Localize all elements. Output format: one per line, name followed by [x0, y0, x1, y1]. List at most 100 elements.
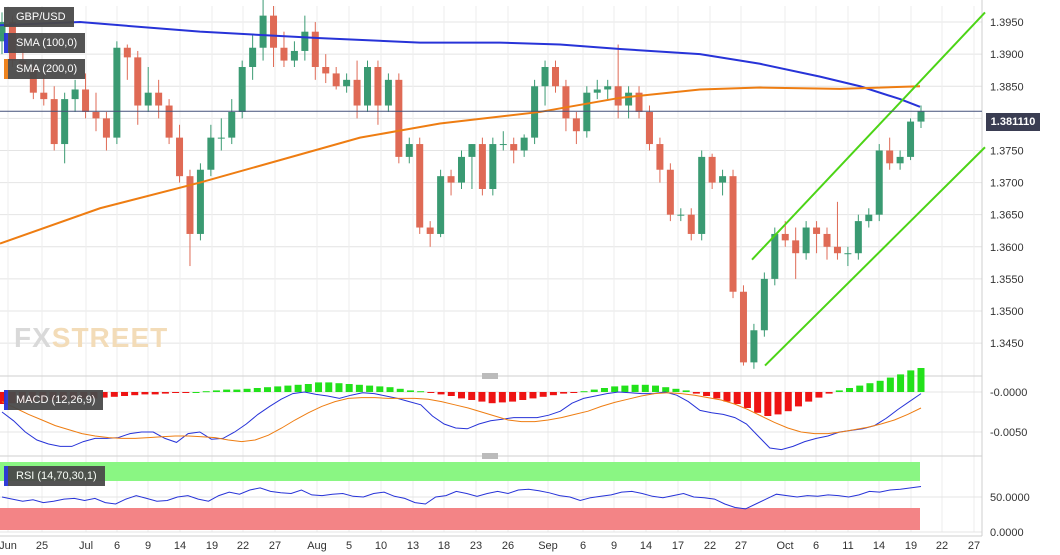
macd-histogram-bar: [376, 386, 384, 392]
macd-histogram-bar: [549, 392, 557, 396]
time-tick-label: 14: [640, 540, 652, 552]
fxstreet-logo: FXSTREET: [14, 322, 168, 354]
macd-histogram-bar: [876, 380, 884, 392]
macd-histogram-bar: [621, 385, 629, 392]
logo-prefix: FX: [14, 322, 52, 353]
time-tick-label: 26: [502, 540, 514, 552]
candle-body: [301, 31, 309, 51]
candle-body: [656, 144, 664, 170]
candle-body: [635, 92, 643, 112]
candle-body: [395, 79, 403, 157]
legend-rsi[interactable]: RSI (14,70,30,1): [4, 466, 105, 486]
legend-sma100[interactable]: SMA (100,0): [4, 33, 86, 53]
time-tick-label: 10: [375, 540, 387, 552]
time-tick-label: 9: [611, 540, 617, 552]
price-tick-label: 1.3650: [990, 210, 1024, 222]
macd-histogram-bar: [315, 382, 323, 392]
candle-body: [645, 111, 653, 145]
macd-histogram-bar: [488, 392, 496, 404]
macd-histogram-bar: [325, 382, 333, 392]
candle-body: [677, 214, 685, 216]
time-tick-label: 17: [672, 540, 684, 552]
macd-histogram-bar: [110, 392, 118, 397]
candle-body: [447, 176, 455, 183]
macd-histogram-bar: [243, 388, 251, 392]
macd-histogram-bar: [805, 392, 813, 402]
candle-body: [437, 176, 445, 234]
candle-body: [364, 67, 372, 106]
candle-body: [907, 121, 915, 157]
candle-body: [405, 144, 413, 157]
macd-histogram-bar: [366, 385, 374, 392]
macd-histogram-bar: [233, 389, 241, 392]
candle-body: [280, 47, 288, 61]
macd-histogram-bar: [733, 392, 741, 404]
candle-body: [813, 227, 821, 234]
candle-body: [625, 92, 633, 106]
macd-histogram-bar: [304, 384, 312, 392]
candle-body: [854, 221, 862, 254]
macd-histogram-bar: [631, 384, 639, 392]
candle-body: [134, 57, 142, 106]
price-tick-label: 1.3450: [990, 338, 1024, 350]
macd-histogram-bar: [600, 388, 608, 392]
candle-body: [719, 176, 727, 183]
candle-body: [875, 150, 883, 215]
logo-suffix: STREET: [51, 322, 169, 353]
legend-instrument[interactable]: GBP/USD: [4, 7, 74, 27]
candle-body: [61, 99, 69, 145]
candle-body: [50, 99, 58, 145]
time-tick-label: 5: [346, 540, 352, 552]
candle-body: [176, 137, 184, 177]
rsi-tick-label: 0.0000: [990, 527, 1024, 539]
rsi-panel: 50.0000 0.0000: [0, 462, 1030, 539]
macd-histogram-bar: [161, 392, 169, 394]
time-tick-label: 13: [407, 540, 419, 552]
time-tick-label: 27: [269, 540, 281, 552]
time-tick-label: 22: [936, 540, 948, 552]
time-tick-label: 22: [237, 540, 249, 552]
channel-lower-line: [764, 146, 986, 367]
candle-body: [92, 111, 100, 119]
macd-histogram-bar: [131, 392, 139, 396]
candle-body: [458, 156, 465, 183]
time-tick-label: Jul: [79, 540, 93, 552]
macd-histogram-bar: [386, 387, 394, 392]
candle-body: [207, 137, 215, 170]
macd-histogram-bar: [835, 390, 843, 392]
candle-body: [886, 150, 894, 164]
candles: [0, 0, 925, 369]
candle-body: [259, 15, 267, 48]
macd-histogram-bar: [223, 389, 231, 392]
macd-line: [1, 391, 922, 451]
macd-histogram-bar: [560, 392, 568, 394]
candle-body: [698, 156, 706, 234]
rsi-oversold-zone: [0, 508, 920, 530]
macd-histogram-bar: [703, 392, 711, 396]
legend-sma100-swatch: [4, 33, 8, 53]
price-tick-label: 1.3850: [990, 81, 1024, 93]
candle-body: [520, 137, 528, 151]
macd-histogram-bar: [825, 392, 833, 394]
macd-histogram-bar: [151, 392, 159, 395]
macd-histogram-bar: [509, 392, 517, 402]
time-tick-label: 25: [36, 540, 48, 552]
macd-histogram-bar: [458, 392, 465, 399]
macd-histogram-bar: [121, 392, 129, 396]
candle-body: [311, 31, 319, 67]
macd-histogram-bar: [539, 392, 547, 397]
candle-body: [541, 67, 549, 87]
legend-sma200[interactable]: SMA (200,0): [4, 59, 86, 79]
sma-200-line: [0, 85, 921, 245]
time-tick-label: 6: [114, 540, 120, 552]
time-tick-label: 27: [735, 540, 747, 552]
time-tick-label: 9: [145, 540, 151, 552]
legend-sma100-label: SMA (100,0): [16, 37, 78, 49]
candle-body: [270, 15, 278, 48]
candle-body: [510, 144, 518, 151]
legend-macd[interactable]: MACD (12,26,9): [4, 390, 104, 410]
candle-body: [771, 233, 779, 279]
candle-body: [217, 137, 225, 139]
macd-histogram-bar: [212, 390, 220, 392]
